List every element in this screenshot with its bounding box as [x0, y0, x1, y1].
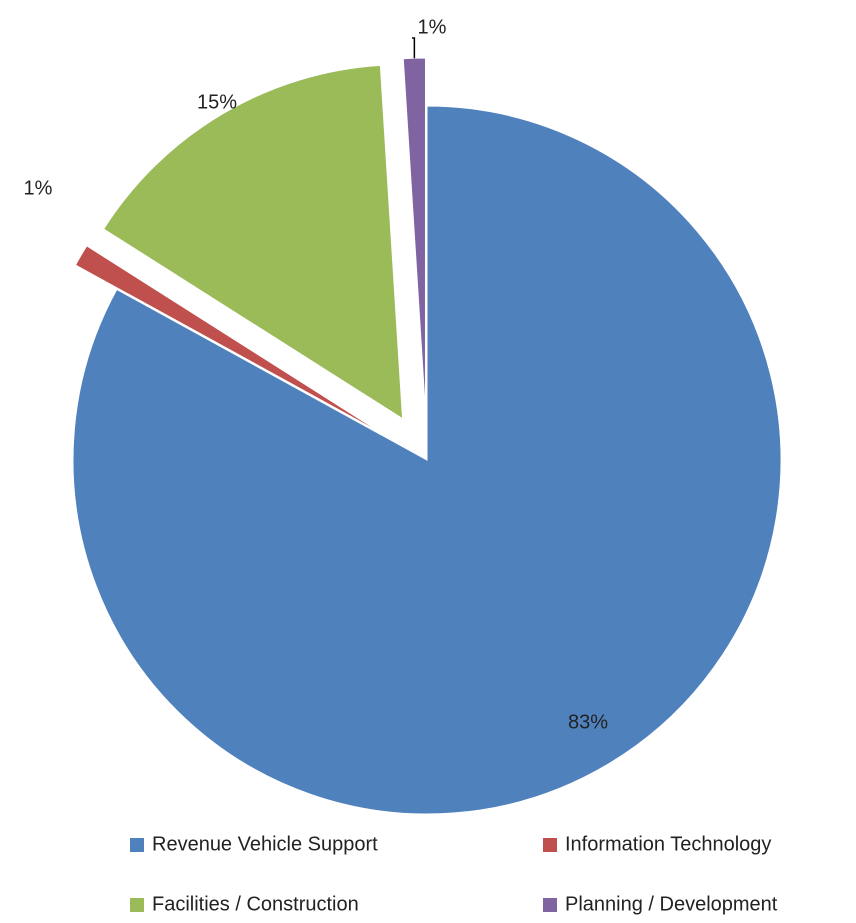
data-label: 15%	[197, 91, 237, 113]
data-label: 1%	[418, 16, 447, 38]
leader-line	[412, 37, 416, 59]
legend-swatch	[543, 838, 557, 852]
pie-slice	[102, 64, 404, 420]
legend-swatch	[130, 898, 144, 912]
legend-label: Facilities / Construction	[152, 893, 359, 915]
legend-swatch	[130, 838, 144, 852]
legend-label: Revenue Vehicle Support	[152, 833, 378, 855]
data-label: 1%	[24, 177, 53, 199]
legend-label: Planning / Development	[565, 893, 778, 915]
legend-label: Information Technology	[565, 833, 771, 855]
data-label: 83%	[568, 711, 608, 733]
pie-slice	[402, 57, 426, 413]
legend-swatch	[543, 898, 557, 912]
pie-slice	[74, 245, 386, 437]
pie-slice	[72, 105, 782, 815]
